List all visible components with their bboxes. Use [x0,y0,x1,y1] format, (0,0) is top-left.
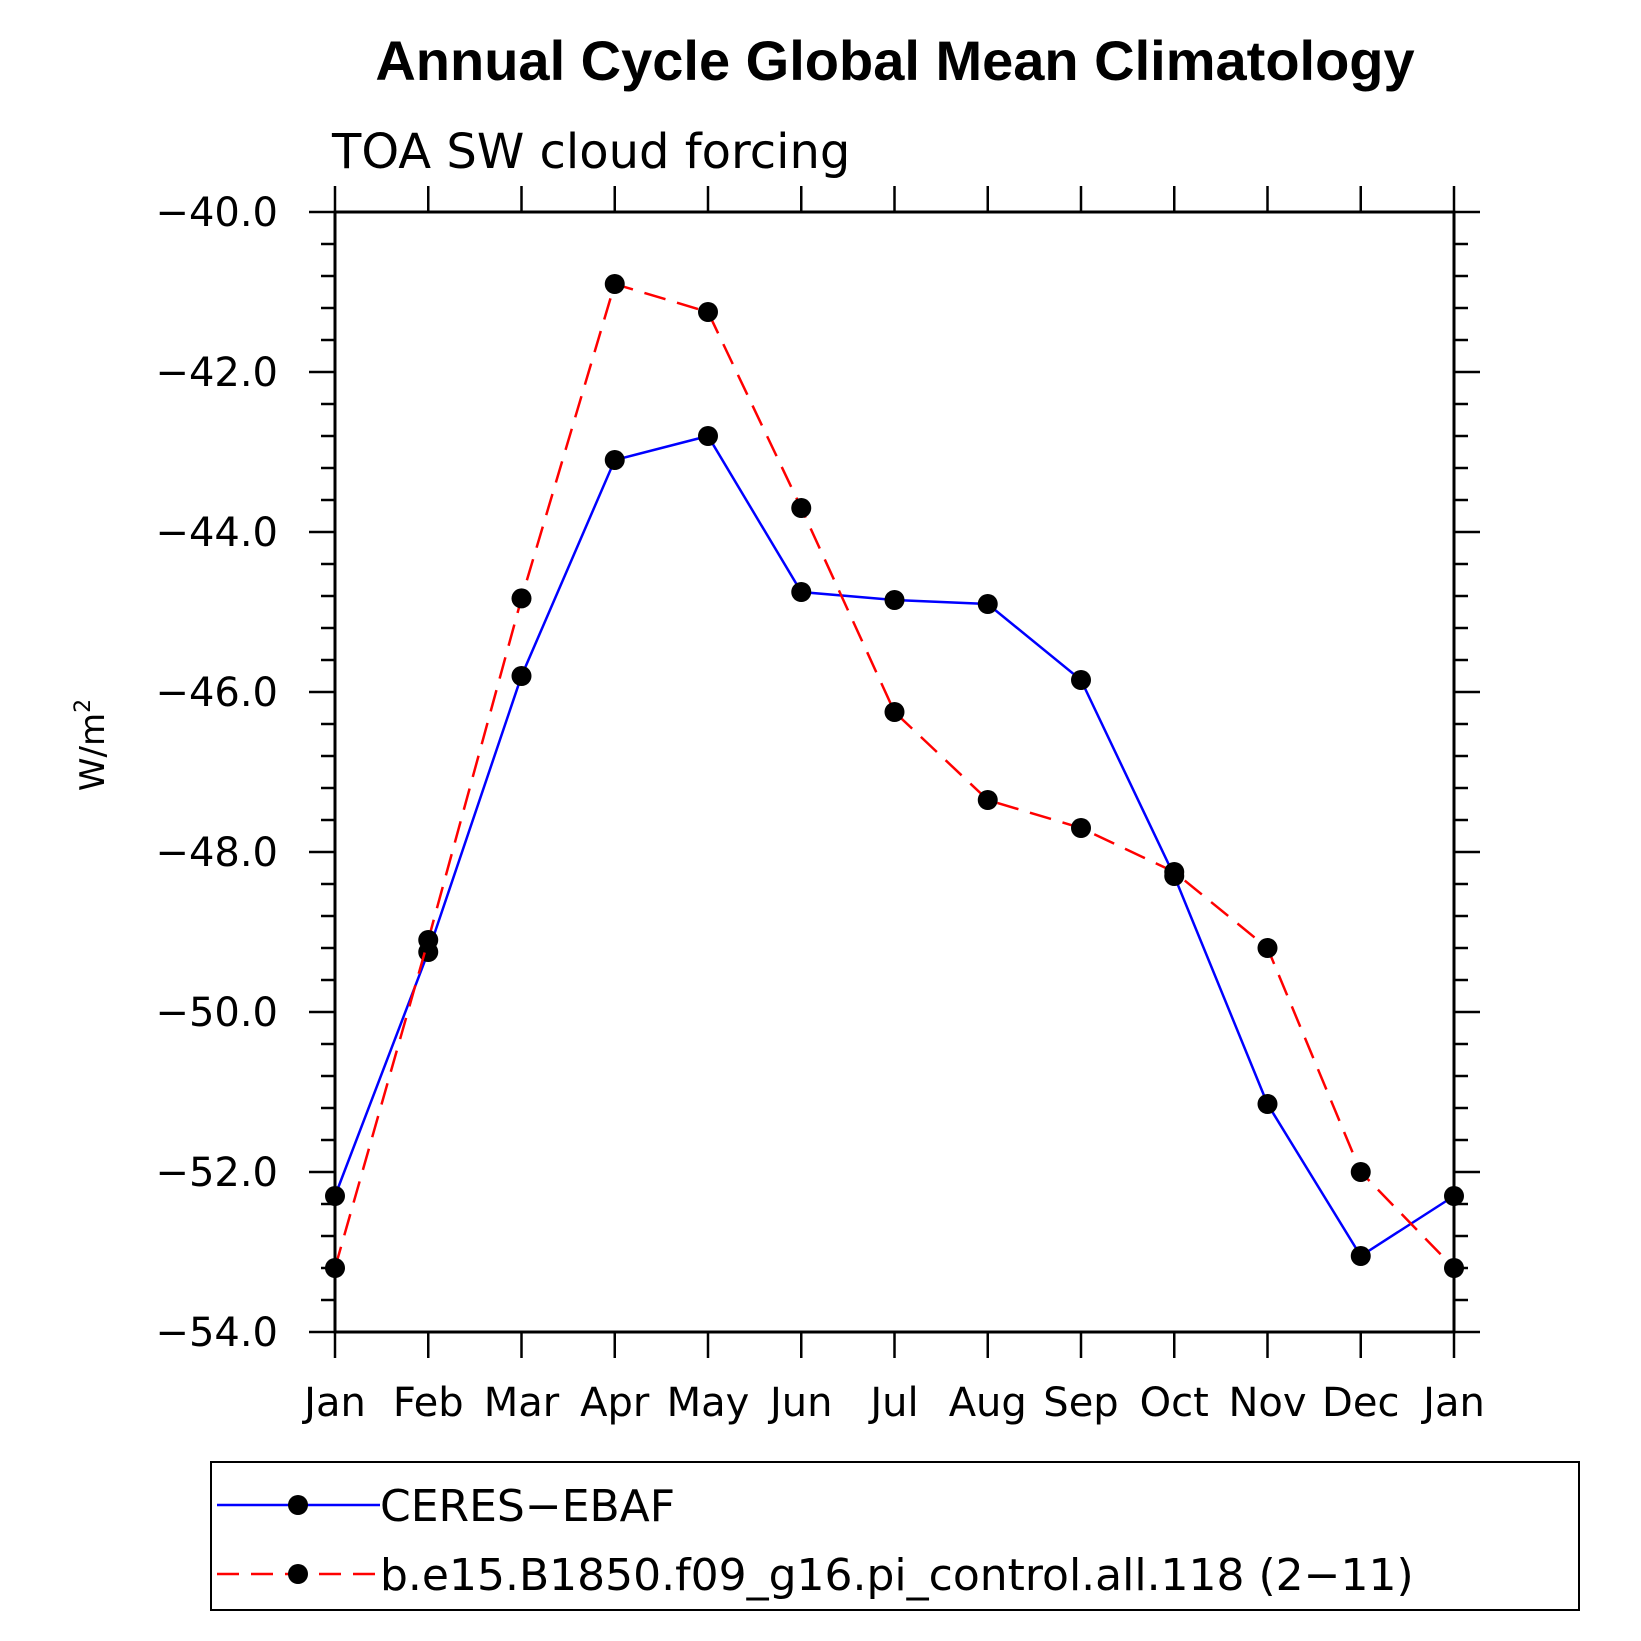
series-model [325,274,1464,1278]
y-tick-label: −44.0 [155,510,278,556]
x-tick-label: Dec [1322,1380,1399,1426]
series-ceres-ebaf [325,426,1464,1266]
data-point [884,590,905,610]
legend: CERES−EBAF b.e15.B1850.f09_g16.pi_contro… [210,1461,1580,1611]
data-point [1444,1258,1464,1278]
x-tick-label: Sep [1043,1380,1118,1426]
chart-subtitle: TOA SW cloud forcing [331,124,850,180]
x-tick-label: Jul [867,1380,918,1426]
y-tick-label: −52.0 [155,1150,278,1196]
data-point [1444,1186,1464,1206]
y-tick-label: −50.0 [155,990,278,1036]
x-tick-label: Jun [767,1380,833,1426]
data-point [791,582,812,602]
x-tick-label: Feb [393,1380,464,1426]
y-tick-label: −48.0 [155,830,278,876]
chart-title: Annual Cycle Global Mean Climatology [375,29,1414,92]
data-point [698,426,718,446]
data-point [325,1258,345,1278]
x-tick-label: Jan [1420,1380,1485,1426]
legend-box [210,1461,1580,1611]
data-point [1350,1162,1371,1182]
data-point [1164,862,1185,882]
data-point [511,666,532,686]
data-point [511,588,532,609]
x-tick-label: Aug [949,1380,1027,1426]
data-point [604,450,625,470]
legend-label-model: b.e15.B1850.f09_g16.pi_control.all.118 (… [380,1550,1414,1601]
data-point [1350,1246,1371,1266]
series-layer [325,274,1464,1278]
data-point [1257,1094,1278,1114]
data-point [1257,938,1278,958]
y-tick-label: −40.0 [155,190,278,236]
data-point [977,594,998,614]
series-line [333,434,1455,1258]
legend-label-ceres: CERES−EBAF [380,1481,675,1532]
y-axis-label: W/m2 [71,699,113,791]
y-tick-label: −54.0 [155,1310,278,1356]
data-point [1071,818,1091,838]
y-axis-label-base: W/m [73,713,113,791]
legend-marker-model [288,1564,308,1584]
y-tick-label: −42.0 [155,350,278,396]
data-point [604,274,625,294]
series-line [333,282,1455,1269]
legend-marker-ceres [288,1495,308,1515]
data-point [977,790,998,810]
data-point [884,702,905,722]
y-tick-labels: −40.0 −42.0 −44.0 −46.0 −48.0 −50.0 −52.0 −54.0 [155,190,278,1356]
y-axis-label-superscript: 2 [71,699,96,713]
x-tick-label: Mar [484,1380,560,1426]
x-tick-labels: Jan Feb Mar Apr May Jun Jul Aug Sep Oct Nov Dec Jan [301,1380,1485,1426]
x-tick-label: Nov [1228,1380,1306,1426]
data-point [791,498,812,518]
data-point [418,930,439,950]
plot-frame [333,210,1456,1334]
x-tick-label: Jan [301,1380,366,1426]
data-point [698,302,718,322]
axis-ticks [309,186,1480,1358]
x-tick-label: May [667,1380,750,1426]
data-point [325,1186,345,1206]
y-tick-label: −46.0 [155,670,278,716]
data-point [1071,670,1091,690]
x-tick-label: Oct [1140,1380,1209,1426]
x-tick-label: Apr [580,1380,650,1426]
